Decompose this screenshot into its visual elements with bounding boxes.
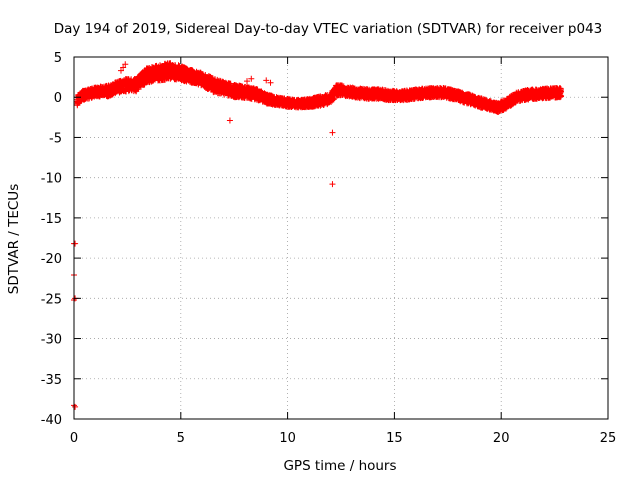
- data-series: [71, 60, 565, 410]
- grid: [74, 57, 608, 419]
